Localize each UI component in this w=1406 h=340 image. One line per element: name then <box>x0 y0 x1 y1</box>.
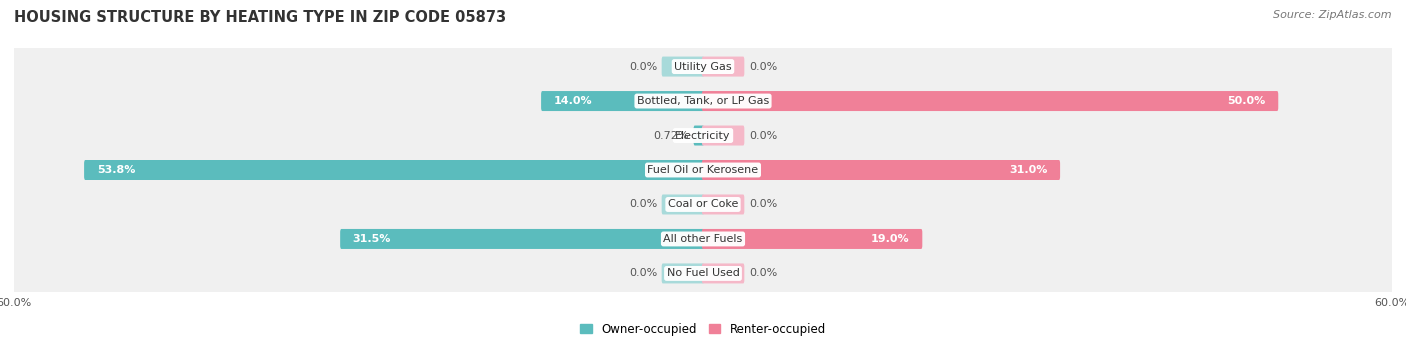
Text: Coal or Coke: Coal or Coke <box>668 200 738 209</box>
FancyBboxPatch shape <box>11 47 1395 86</box>
FancyBboxPatch shape <box>702 194 744 215</box>
Text: 14.0%: 14.0% <box>554 96 592 106</box>
Text: No Fuel Used: No Fuel Used <box>666 269 740 278</box>
Text: 19.0%: 19.0% <box>872 234 910 244</box>
FancyBboxPatch shape <box>541 91 704 111</box>
Text: 0.0%: 0.0% <box>628 62 657 71</box>
FancyBboxPatch shape <box>662 264 704 284</box>
Text: 0.0%: 0.0% <box>749 200 778 209</box>
Text: 0.0%: 0.0% <box>749 62 778 71</box>
Text: Fuel Oil or Kerosene: Fuel Oil or Kerosene <box>647 165 759 175</box>
FancyBboxPatch shape <box>702 91 1278 111</box>
FancyBboxPatch shape <box>340 229 704 249</box>
Text: 0.72%: 0.72% <box>654 131 689 140</box>
FancyBboxPatch shape <box>702 56 744 76</box>
FancyBboxPatch shape <box>84 160 704 180</box>
FancyBboxPatch shape <box>662 194 704 215</box>
Text: 0.0%: 0.0% <box>749 269 778 278</box>
Text: 53.8%: 53.8% <box>97 165 135 175</box>
Text: All other Fuels: All other Fuels <box>664 234 742 244</box>
FancyBboxPatch shape <box>702 264 744 284</box>
Text: Bottled, Tank, or LP Gas: Bottled, Tank, or LP Gas <box>637 96 769 106</box>
Text: 50.0%: 50.0% <box>1227 96 1265 106</box>
FancyBboxPatch shape <box>693 125 704 146</box>
FancyBboxPatch shape <box>11 185 1395 224</box>
Text: Source: ZipAtlas.com: Source: ZipAtlas.com <box>1274 10 1392 20</box>
Legend: Owner-occupied, Renter-occupied: Owner-occupied, Renter-occupied <box>575 318 831 340</box>
Text: HOUSING STRUCTURE BY HEATING TYPE IN ZIP CODE 05873: HOUSING STRUCTURE BY HEATING TYPE IN ZIP… <box>14 10 506 25</box>
FancyBboxPatch shape <box>11 116 1395 155</box>
Text: Utility Gas: Utility Gas <box>675 62 731 71</box>
FancyBboxPatch shape <box>702 229 922 249</box>
Text: Electricity: Electricity <box>675 131 731 140</box>
FancyBboxPatch shape <box>11 82 1395 120</box>
FancyBboxPatch shape <box>662 56 704 76</box>
FancyBboxPatch shape <box>11 254 1395 293</box>
Text: 0.0%: 0.0% <box>628 200 657 209</box>
Text: 0.0%: 0.0% <box>749 131 778 140</box>
FancyBboxPatch shape <box>11 151 1395 189</box>
FancyBboxPatch shape <box>702 125 744 146</box>
Text: 31.5%: 31.5% <box>353 234 391 244</box>
Text: 31.0%: 31.0% <box>1010 165 1047 175</box>
Text: 0.0%: 0.0% <box>628 269 657 278</box>
FancyBboxPatch shape <box>11 220 1395 258</box>
FancyBboxPatch shape <box>702 160 1060 180</box>
